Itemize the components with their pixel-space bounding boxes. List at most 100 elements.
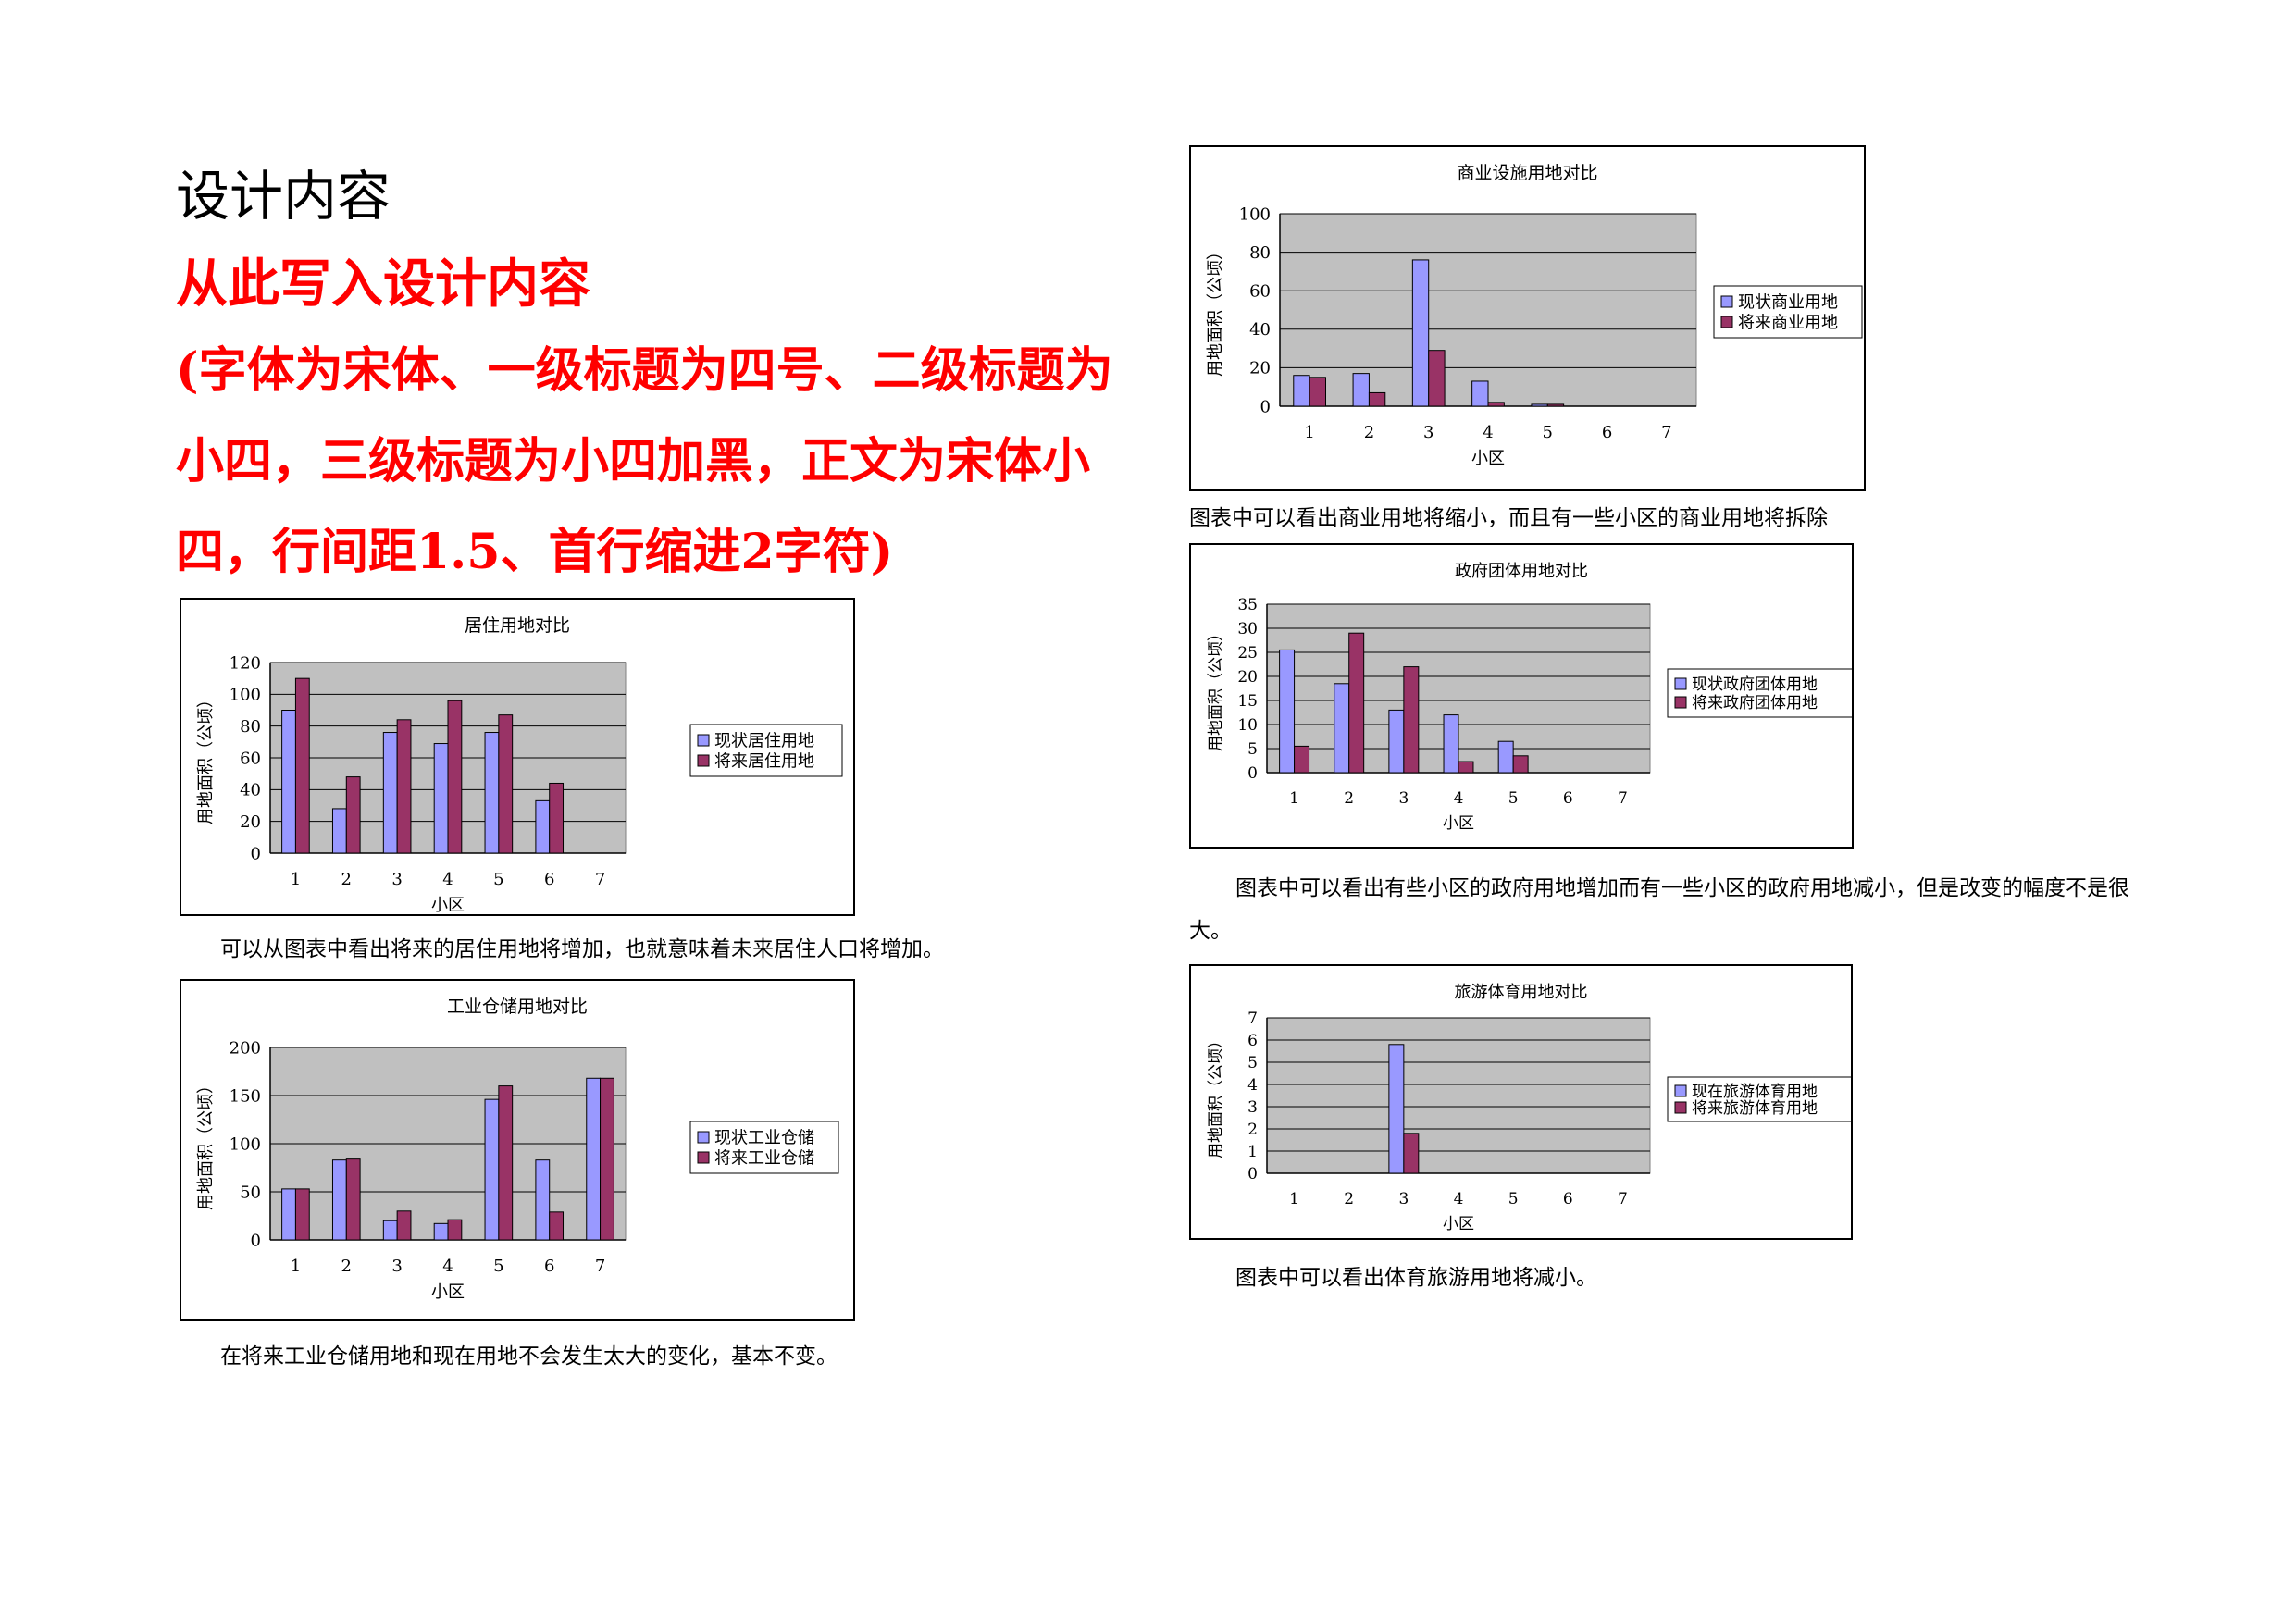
y-tick-label: 120 [230,653,261,673]
y-tick-label: 25 [1237,644,1258,663]
y-tick-label: 20 [1237,668,1258,687]
chart-tourism-svg: 旅游体育用地对比 0 1 2 3 4 5 6 7 1 2 3 4 5 6 7 小区 用地面积（公顷） 现在旅游体育用… [1207,983,1851,1233]
y-tick-label: 6 [1247,1032,1258,1050]
x-tick-label: 1 [291,1257,301,1276]
legend-label: 现状工业仓储 [714,1128,814,1147]
bar-current [586,1077,602,1241]
y-tick-label: 80 [240,717,261,737]
bar-future [1546,403,1565,407]
y-tick-label: 3 [1247,1098,1258,1117]
x-tick-label: 3 [1423,423,1433,442]
bar-future [1294,745,1310,774]
chart-commercial-svg: 商业设施用地对比 0 20 40 60 80 100 1 2 3 4 5 6 7 小区 用地面积（公顷） 现状商… [1206,163,1863,468]
legend [689,1121,839,1174]
y-axis-label: 用地面积（公顷） [1206,243,1225,377]
y-tick-label: 60 [240,749,261,768]
x-tick-label: 7 [1618,1190,1628,1208]
chart-government: 政府团体用地对比 0 5 10 15 20 25 30 35 1 2 3 4 5 6 7 小区 用地面积（公顷） 现… [1189,543,1854,849]
x-tick-label: 2 [1344,1190,1354,1208]
y-tick-label: 100 [230,1134,261,1154]
bar-current [1334,683,1350,774]
x-tick-label: 4 [1483,423,1493,442]
bar-current [331,1159,347,1241]
bar-current [535,1159,551,1241]
x-axis-label: 小区 [431,896,465,914]
chart-commercial: 商业设施用地对比 0 20 40 60 80 100 1 2 3 4 5 6 7 小区 用地面积（公顷） 现状商… [1189,145,1866,491]
y-tick-label: 100 [230,686,261,705]
x-tick-label: 1 [291,870,301,889]
bar-future [1428,350,1446,407]
bar-future [600,1077,614,1241]
bar-future [396,719,412,854]
legend-swatch [1674,1101,1687,1114]
bar-current [382,1220,398,1241]
y-tick-label: 40 [240,781,261,800]
legend-swatch [697,734,710,747]
bar-future [1348,632,1365,774]
y-tick-label: 50 [240,1183,261,1202]
y-tick-label: 35 [1237,596,1258,614]
x-tick-label: 5 [493,870,503,889]
caption-government: 图表中可以看出有些小区的政府用地增加而有一些小区的政府用地减小，但是改变的幅度不… [1189,876,2129,943]
x-tick-label: 1 [1289,1190,1299,1208]
bar-future [1403,1133,1420,1174]
x-tick-label: 2 [341,870,352,889]
chart-residential-svg: 居住用地对比 0 20 40 60 80 100 120 1 2 3 4 5 6 7 小区 用地面积（公顷） 现状… [196,615,843,914]
bar-future [294,677,310,854]
chart-title: 商业设施用地对比 [1457,163,1597,183]
x-tick-label: 5 [1508,1190,1519,1208]
y-axis-label: 用地面积（公顷） [1207,1033,1225,1158]
bar-current [433,743,449,854]
legend-label: 将来居住用地 [714,751,814,771]
y-tick-label: 4 [1247,1076,1258,1095]
x-tick-label: 5 [493,1257,503,1276]
x-tick-label: 6 [544,1257,554,1276]
x-tick-label: 3 [391,870,402,889]
y-tick-label: 40 [1249,320,1271,340]
bar-current [484,1098,500,1241]
bar-current [1411,259,1430,407]
bar-current [1443,714,1459,774]
x-tick-label: 6 [1563,789,1573,808]
y-axis-label: 用地面积（公顷） [196,1077,216,1210]
bar-future [1512,755,1529,774]
bar-future [1368,391,1386,407]
y-tick-label: 15 [1237,692,1258,711]
y-tick-label: 0 [251,844,261,863]
legend [1667,1076,1851,1122]
bar-current [484,732,500,854]
y-tick-label: 0 [251,1231,261,1250]
x-tick-label: 7 [1661,423,1671,442]
bar-future [1403,666,1420,774]
bar-current [1497,740,1514,774]
y-tick-label: 0 [1260,397,1271,416]
section-heading: 设计内容 [176,165,391,228]
legend-swatch [1674,1084,1687,1097]
bar-future [1487,402,1505,407]
legend [689,724,843,777]
bar-current [1471,380,1489,407]
instruction-title: 从此写入设计内容 [176,254,590,315]
x-axis-label: 小区 [1443,814,1474,833]
legend [1667,668,1852,718]
bar-current [331,808,347,854]
bar-current [281,710,296,854]
bar-current [1279,649,1296,774]
x-tick-label: 7 [595,870,605,889]
chart-residential: 居住用地对比 0 20 40 60 80 100 120 1 2 3 4 5 6 7 小区 用地面积（公顷） 现状… [180,598,855,916]
x-tick-label: 3 [1398,1190,1409,1208]
bar-current [1293,375,1310,407]
chart-industrial: 工业仓储用地对比 0 50 100 150 200 1 2 3 4 5 6 7 小区 用地面积（公顷） 现状工… [180,979,855,1321]
legend-swatch [1674,696,1687,709]
x-tick-label: 7 [595,1257,605,1276]
x-tick-label: 7 [1618,789,1628,808]
bar-future [549,1211,565,1241]
legend-swatch [697,1151,710,1164]
legend [1713,285,1863,339]
legend-label: 现状居住用地 [714,731,814,750]
x-axis-label: 小区 [1471,449,1505,468]
x-tick-label: 2 [1344,789,1354,808]
y-tick-label: 60 [1249,282,1271,302]
y-tick-label: 200 [230,1038,261,1058]
bar-future [1458,761,1474,774]
